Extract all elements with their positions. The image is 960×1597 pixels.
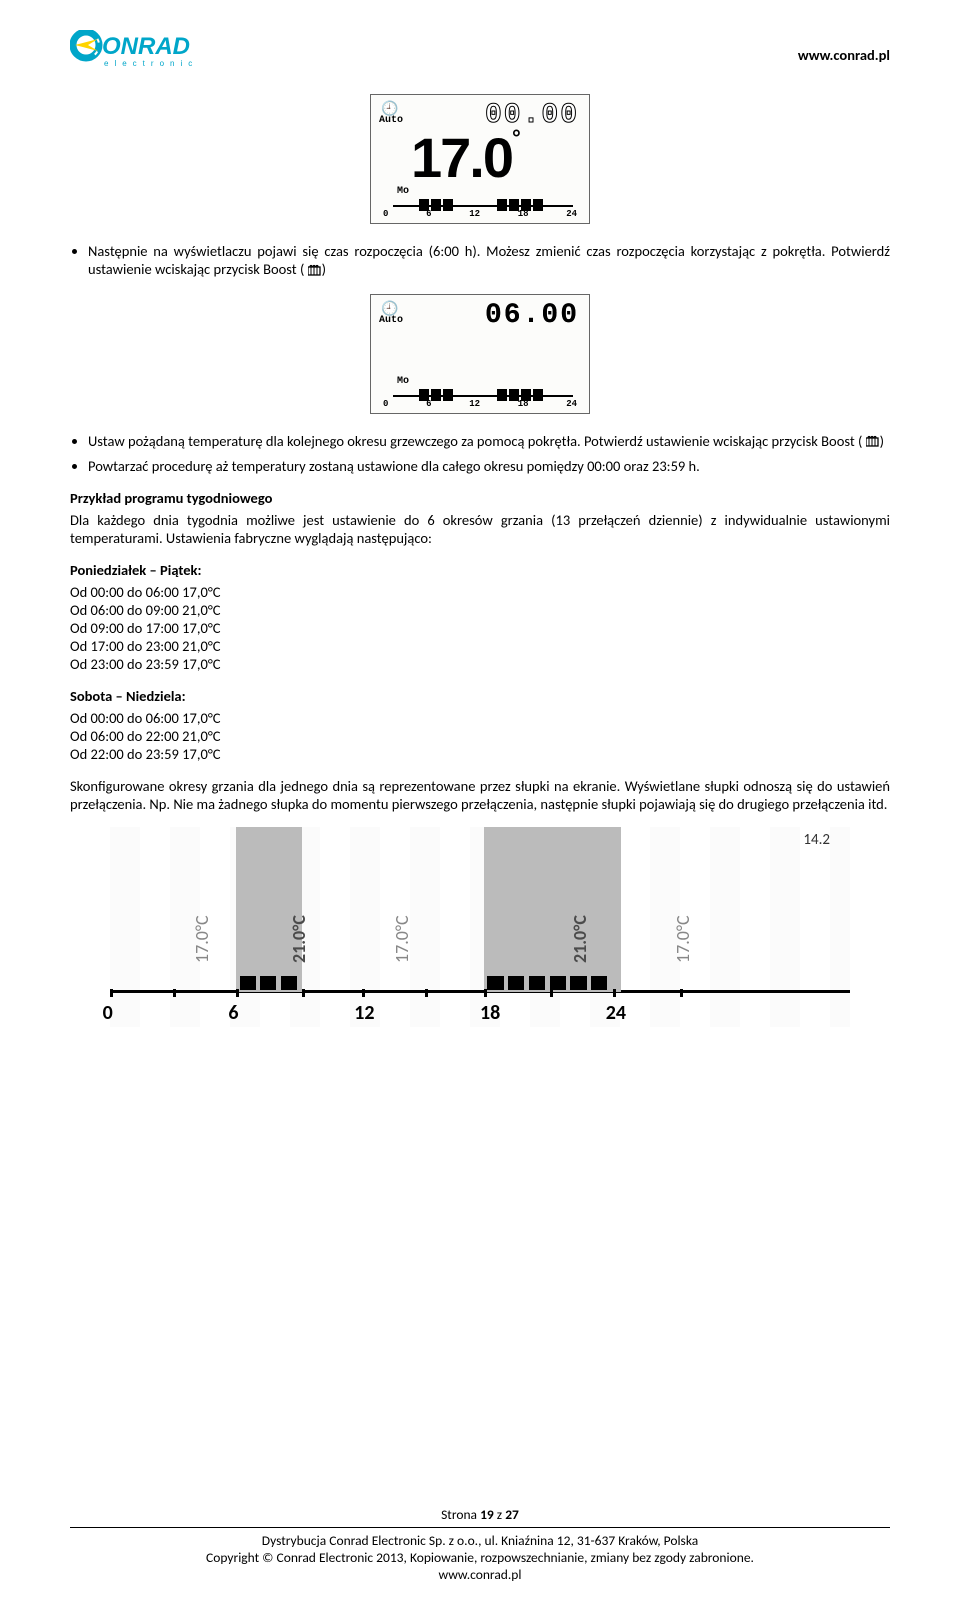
svg-text:ONRAD: ONRAD	[102, 33, 190, 60]
timeline-diagram: 14.2 17.0°C21.0°C17.0°C21.0°C17.0°C06121…	[110, 827, 850, 1027]
schedule-line: Od 00:00 do 06:00 17,0°C	[70, 709, 890, 727]
timeline-block	[487, 976, 503, 990]
lcd-timeline: 0 6 12 18 24	[379, 387, 581, 409]
page-header: ONRAD electronic www.conrad.pl	[70, 30, 890, 74]
bullet-text: Powtarzać procedurę aż temperatury zosta…	[88, 457, 700, 475]
timeline-baseline	[110, 990, 850, 993]
timeline-tick	[236, 989, 239, 997]
lcd-temp-value: 17.0	[411, 126, 512, 189]
timeline-block	[240, 976, 256, 990]
weekend-title: Sobota – Niedziela:	[70, 687, 890, 705]
timeline-number: 0	[103, 1001, 113, 1025]
timeline-tick	[484, 989, 487, 997]
scale-tick: 6	[426, 209, 431, 219]
footer-copyright: Copyright © Conrad Electronic 2013, Kopi…	[70, 1549, 890, 1566]
timeline-block	[591, 976, 607, 990]
bullet-list-2: Ustaw pożądaną temperaturę dla kolejnego…	[70, 432, 890, 476]
conrad-logo: ONRAD electronic	[70, 30, 240, 74]
scale-tick: 18	[518, 209, 529, 219]
radiator-icon	[866, 433, 880, 451]
schedule-line: Od 23:00 do 23:59 17,0°C	[70, 655, 890, 673]
timeline-annotation: 14.2	[803, 831, 830, 849]
timeline-temp-label: 17.0°C	[391, 915, 413, 963]
timeline-temp-label: 17.0°C	[191, 915, 213, 963]
scale-tick: 0	[383, 399, 388, 409]
lcd-day: Mo	[397, 376, 409, 387]
timeline-number: 18	[480, 1001, 500, 1025]
radiator-icon	[308, 262, 322, 280]
timeline-temp-label: 17.0°C	[672, 915, 694, 963]
weekday-title: Poniedziałek – Piątek:	[70, 561, 890, 579]
bullet-text: Następnie na wyświetlaczu pojawi się cza…	[88, 242, 890, 278]
timeline-block	[260, 976, 276, 990]
timeline-band	[236, 827, 303, 992]
scale-tick: 0	[383, 209, 388, 219]
timeline-number: 24	[606, 1001, 626, 1025]
example-para: Dla każdego dnia tygodnia możliwe jest u…	[70, 511, 890, 547]
lcd-mode-auto: Auto	[379, 115, 403, 126]
schedule-line: Od 00:00 do 06:00 17,0°C	[70, 583, 890, 601]
timeline-tick	[425, 989, 428, 997]
scale-tick: 24	[566, 209, 577, 219]
header-url: www.conrad.pl	[798, 30, 890, 64]
footer-url: www.conrad.pl	[70, 1566, 890, 1583]
lcd-temperature: 17.0°	[411, 125, 519, 190]
timeline-tick	[110, 989, 113, 997]
timeline-tick	[362, 989, 365, 997]
bullet-item: Powtarzać procedurę aż temperatury zosta…	[88, 457, 890, 475]
example-title: Przykład programu tygodniowego	[70, 489, 890, 507]
timeline-block	[550, 976, 566, 990]
schedule-line: Od 17:00 do 23:00 21,0°C	[70, 637, 890, 655]
scale-tick: 12	[469, 209, 480, 219]
lcd-display-1: 🕘 Auto 00.00 17.0° Mo 0 6 12 18 24	[370, 94, 590, 224]
scale-tick: 6	[426, 399, 431, 409]
lcd-timeline: 0 6 12 18 24	[379, 197, 581, 219]
schedule-line: Od 22:00 do 23:59 17,0°C	[70, 745, 890, 763]
lcd-day: Mo	[397, 186, 409, 197]
footer-page-num: Strona 19 z 27	[70, 1506, 890, 1523]
timeline-tick	[550, 989, 553, 997]
timeline-tick	[302, 989, 305, 997]
svg-text:electronic: electronic	[104, 59, 198, 68]
schedule-line: Od 06:00 do 22:00 21,0°C	[70, 727, 890, 745]
timeline-block	[570, 976, 586, 990]
bullet-item: Ustaw pożądaną temperaturę dla kolejnego…	[88, 432, 890, 452]
schedule-line: Od 06:00 do 09:00 21,0°C	[70, 601, 890, 619]
scale-tick: 18	[518, 399, 529, 409]
bullet-text: Ustaw pożądaną temperaturę dla kolejnego…	[88, 432, 862, 450]
timeline-tick	[173, 989, 176, 997]
timeline-temp-label: 21.0°C	[569, 915, 591, 963]
lcd-display-2: 🕘 Auto 06.00 Mo 0 6 12 18 24	[370, 294, 590, 414]
closing-para: Skonfigurowane okresy grzania dla jedneg…	[70, 777, 890, 813]
bullet-list-1: Następnie na wyświetlaczu pojawi się cza…	[70, 242, 890, 280]
timeline-band	[484, 827, 621, 992]
scale-tick: 12	[469, 399, 480, 409]
timeline-tick	[680, 989, 683, 997]
timeline-temp-label: 21.0°C	[288, 915, 310, 963]
schedule-line: Od 09:00 do 17:00 17,0°C	[70, 619, 890, 637]
lcd-degree: °	[512, 125, 519, 150]
timeline-number: 6	[228, 1001, 238, 1025]
timeline-block	[281, 976, 297, 990]
lcd-mode-auto: Auto	[379, 315, 403, 326]
timeline-block	[508, 976, 524, 990]
footer-address: Dystrybucja Conrad Electronic Sp. z o.o.…	[70, 1532, 890, 1549]
timeline-tick	[613, 989, 616, 997]
lcd-time: 06.00	[485, 300, 579, 331]
page-footer: Strona 19 z 27 Dystrybucja Conrad Electr…	[70, 1506, 890, 1583]
timeline-number: 12	[354, 1001, 374, 1025]
timeline-block	[529, 976, 545, 990]
bullet-item: Następnie na wyświetlaczu pojawi się cza…	[88, 242, 890, 280]
scale-tick: 24	[566, 399, 577, 409]
